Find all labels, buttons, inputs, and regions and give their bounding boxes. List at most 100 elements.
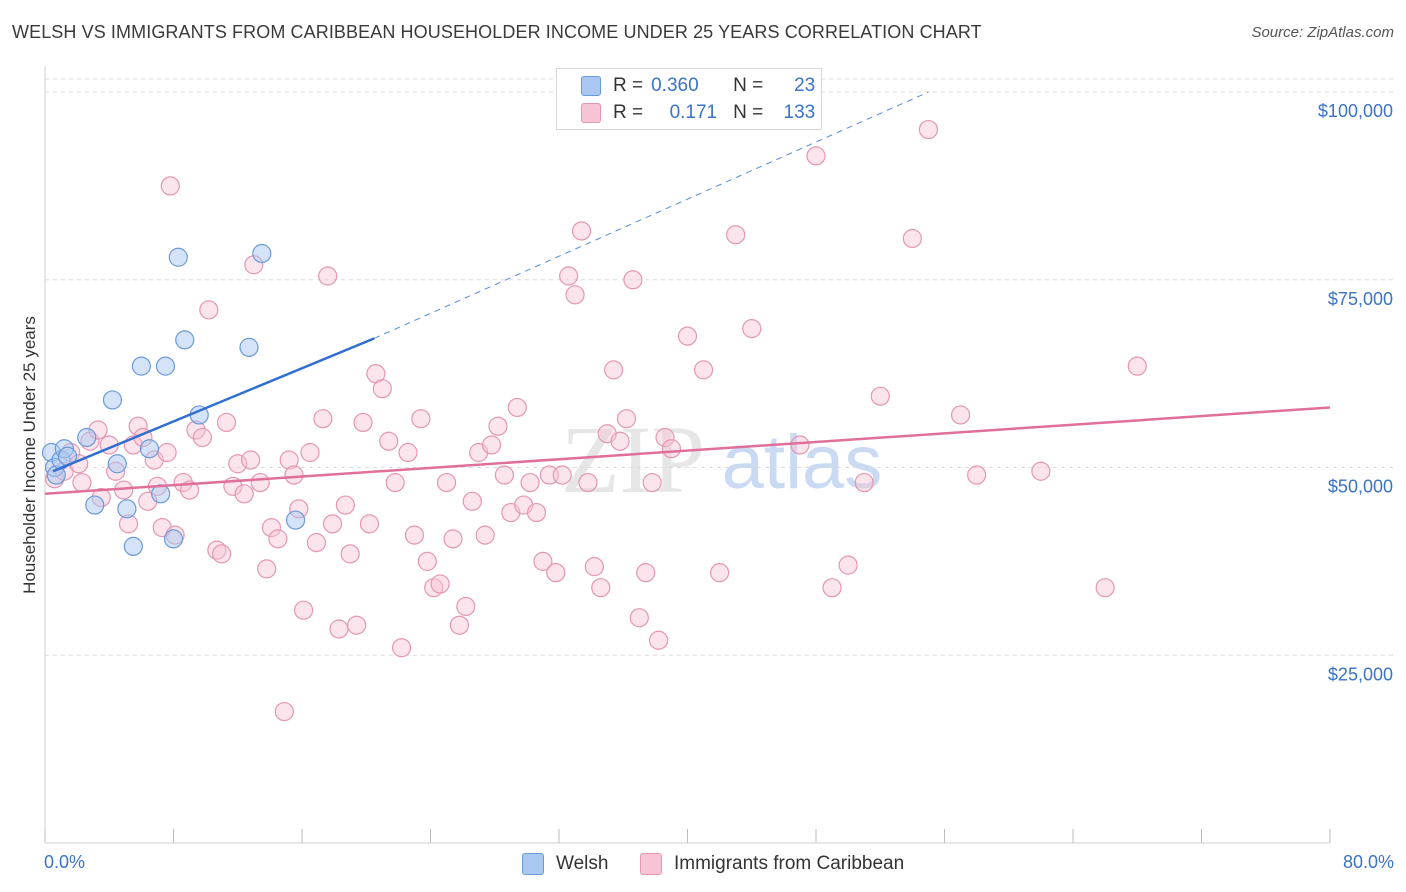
caribbean-point xyxy=(552,465,572,485)
y-tick-labels: $25,000 $50,000 $75,000 $100,000 xyxy=(1318,101,1393,684)
caribbean-point xyxy=(677,326,698,346)
caribbean-point xyxy=(710,563,730,583)
caribbean-point xyxy=(279,450,299,470)
caribbean-point xyxy=(661,439,682,459)
caribbean-point xyxy=(234,484,254,504)
caribbean-point xyxy=(475,525,495,545)
welsh-point xyxy=(85,495,105,515)
caribbean-point xyxy=(655,427,675,448)
welsh-point xyxy=(102,390,123,410)
caribbean-point xyxy=(571,221,592,241)
caribbean-point xyxy=(456,596,476,617)
caribbean-point xyxy=(160,176,180,196)
caribbean-point xyxy=(173,472,193,493)
legend-n-label: N = xyxy=(733,75,764,96)
watermark-zip: ZIP xyxy=(561,406,705,513)
caribbean-swatch xyxy=(581,103,601,123)
caribbean-point xyxy=(838,555,858,575)
welsh-trendline xyxy=(52,337,375,473)
y-tick-label: $25,000 xyxy=(1328,664,1393,684)
caribbean-point xyxy=(902,228,922,249)
caribbean-point xyxy=(300,442,320,463)
caribbean-point xyxy=(318,266,338,286)
caribbean-point xyxy=(228,454,248,474)
welsh-point xyxy=(155,356,176,376)
caribbean-point xyxy=(584,557,604,577)
welsh-point xyxy=(131,356,151,376)
caribbean-point xyxy=(340,544,360,564)
caribbean-point xyxy=(379,431,399,451)
caribbean-point xyxy=(693,360,714,380)
caribbean-point xyxy=(372,379,392,399)
caribbean-point xyxy=(870,386,890,406)
caribbean-point xyxy=(822,578,842,598)
caribbean-point xyxy=(199,300,219,320)
caribbean-point xyxy=(385,472,405,493)
welsh-point xyxy=(285,510,306,530)
caribbean-point xyxy=(648,630,669,650)
caribbean-point xyxy=(391,638,412,658)
legend-r-value: 0.360 xyxy=(651,75,699,96)
caribbean-point xyxy=(565,285,585,305)
caribbean-point xyxy=(417,551,437,571)
welsh-point xyxy=(77,427,97,448)
caribbean-point xyxy=(306,533,327,553)
caribbean-point xyxy=(443,529,463,549)
correlation-legend: R = 0.360 N = 23 R = 0.171 N = 133 xyxy=(556,68,822,130)
caribbean-point xyxy=(294,600,314,620)
caribbean-point xyxy=(546,563,566,583)
welsh-legend-swatch xyxy=(522,853,544,875)
caribbean-point xyxy=(72,472,92,493)
x-axis-min-label: 0.0% xyxy=(44,852,86,872)
caribbean-point xyxy=(918,119,939,140)
caribbean-point xyxy=(353,412,373,433)
y-tick-label: $75,000 xyxy=(1328,289,1393,309)
caribbean-point xyxy=(329,619,349,639)
welsh-point xyxy=(123,536,143,556)
caribbean-point xyxy=(533,551,553,571)
watermark: ZIP atlas xyxy=(561,406,882,513)
welsh-point xyxy=(107,454,127,474)
caribbean-point xyxy=(268,529,288,549)
caribbean-point xyxy=(559,266,579,286)
watermark-atlas: atlas xyxy=(722,420,883,505)
caribbean-point xyxy=(726,225,746,245)
x-axis-max-label: 80.0% xyxy=(1342,852,1394,872)
caribbean-point xyxy=(462,491,482,511)
legend-n-value: 23 xyxy=(794,75,816,96)
caribbean-point xyxy=(1127,356,1147,376)
caribbean-point xyxy=(212,544,232,564)
caribbean-point xyxy=(257,559,277,579)
welsh-point xyxy=(168,247,188,267)
source-credit: Source: ZipAtlas.com xyxy=(1251,24,1394,41)
caribbean-point xyxy=(520,472,540,493)
caribbean-point xyxy=(494,465,514,485)
caribbean-legend-swatch xyxy=(640,853,662,875)
welsh-point xyxy=(252,243,272,264)
caribbean-point xyxy=(216,412,237,433)
caribbean-point xyxy=(526,502,547,523)
caribbean-point xyxy=(1095,578,1115,598)
caribbean-point xyxy=(261,517,282,538)
caribbean-point xyxy=(507,397,527,418)
legend-r-value: 0.171 xyxy=(669,102,718,123)
caribbean-point xyxy=(241,450,261,470)
caribbean-point xyxy=(322,514,343,534)
legend-row-caribbean: R = 0.171 N = 133 xyxy=(581,100,815,126)
caribbean-point xyxy=(591,578,611,598)
welsh-legend-label: Welsh xyxy=(556,853,609,874)
caribbean-point xyxy=(578,472,598,493)
caribbean-point xyxy=(742,318,762,339)
welsh-trendline-extension xyxy=(374,91,929,339)
chart-title: WELSH VS IMMIGRANTS FROM CARIBBEAN HOUSE… xyxy=(12,22,982,42)
welsh-point xyxy=(139,439,160,459)
legend-n-label: N = xyxy=(733,102,764,123)
welsh-point xyxy=(239,337,259,357)
caribbean-point xyxy=(488,416,508,436)
caribbean-point xyxy=(411,409,431,429)
caribbean-point xyxy=(347,615,367,635)
caribbean-point xyxy=(967,465,987,485)
trendlines xyxy=(44,91,1331,496)
caribbean-point xyxy=(284,465,304,485)
